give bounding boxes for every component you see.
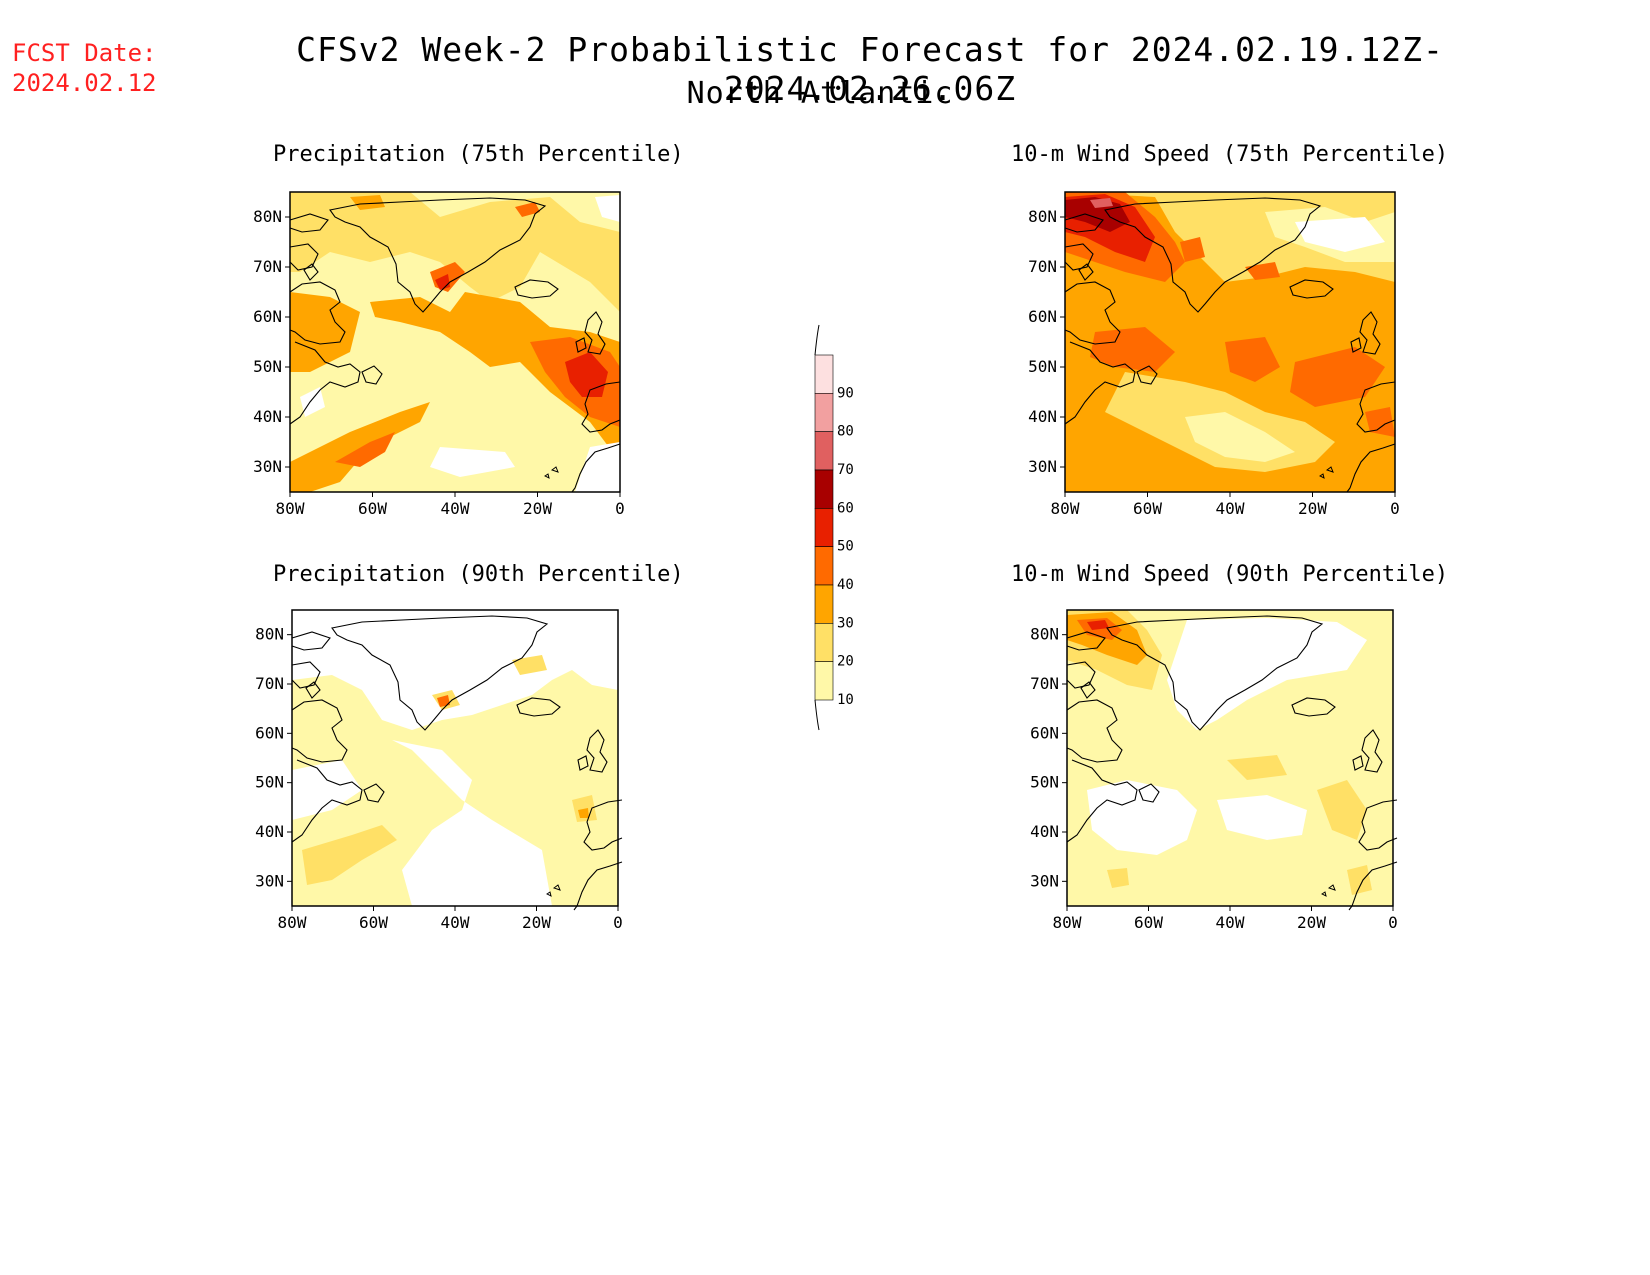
lon-tick-label: 80W (276, 499, 305, 518)
lon-tick-label: 40W (441, 913, 470, 932)
lat-tick-label: 60N (255, 723, 284, 742)
lat-tick-label: 50N (1030, 773, 1059, 792)
lon-tick-label: 20W (1298, 499, 1327, 518)
lon-tick-label: 60W (359, 913, 388, 932)
lat-tick-label: 70N (1028, 257, 1057, 276)
colorbar-bottom-cap (814, 699, 820, 731)
lon-tick-label: 40W (1216, 913, 1245, 932)
colorbar-swatch (814, 393, 834, 432)
lat-tick-label: 50N (1028, 357, 1057, 376)
lat-tick-label: 60N (253, 307, 282, 326)
lat-tick-label: 50N (253, 357, 282, 376)
lat-tick-label: 80N (1030, 625, 1059, 644)
lon-tick-label: 40W (1216, 499, 1245, 518)
panel-title-precip-90: Precipitation (90th Percentile) (273, 562, 684, 587)
lon-tick-label: 0 (1390, 499, 1400, 518)
panel-title-wind-75: 10-m Wind Speed (75th Percentile) (1011, 142, 1449, 167)
forecast-date-label: FCST Date: (12, 39, 157, 67)
lat-tick-label: 80N (1028, 207, 1057, 226)
colorbar-swatch (814, 354, 834, 394)
colorbar-label: 30 (837, 615, 854, 631)
lat-tick-label: 40N (253, 407, 282, 426)
lat-tick-label: 30N (1028, 457, 1057, 476)
lon-tick-label: 60W (1133, 499, 1162, 518)
forecast-date-value: 2024.02.12 (12, 69, 157, 97)
lat-tick-label: 60N (1030, 723, 1059, 742)
lat-tick-label: 40N (1028, 407, 1057, 426)
lat-tick-label: 30N (253, 457, 282, 476)
forecast-date: FCST Date: 2024.02.12 (12, 38, 157, 98)
axis-labels: 80N 70N 60N 50N 40N 30N 80W 60W 40W 20W 0 80N 70N 60N… (253, 207, 1400, 932)
lon-tick-label: 80W (1053, 913, 1082, 932)
colorbar-swatch (814, 508, 834, 547)
lon-tick-label: 80W (278, 913, 307, 932)
map-precip-90 (291, 609, 623, 911)
colorbar-swatch (814, 584, 834, 624)
lat-tick-label: 70N (253, 257, 282, 276)
lat-tick-label: 60N (1028, 307, 1057, 326)
colorbar-swatch (814, 661, 834, 701)
colorbar-label: 20 (837, 654, 854, 670)
page-subtitle: North Atlantic (686, 76, 954, 111)
lon-tick-label: 0 (613, 913, 623, 932)
lon-tick-label: 0 (1388, 913, 1398, 932)
lon-tick-label: 20W (523, 499, 552, 518)
lat-tick-label: 80N (253, 207, 282, 226)
lat-tick-label: 30N (1030, 871, 1059, 890)
lon-tick-label: 20W (1297, 913, 1326, 932)
colorbar-swatch (814, 623, 834, 662)
colorbar-label: 70 (837, 462, 854, 478)
map-wind-90 (1066, 609, 1398, 911)
colorbar-label: 10 (837, 692, 854, 708)
page-title: CFSv2 Week-2 Probabilistic Forecast for … (296, 30, 1444, 108)
lat-tick-label: 40N (1030, 822, 1059, 841)
colorbar-label: 60 (837, 500, 854, 516)
colorbar-swatch (814, 469, 834, 509)
colorbar-label: 50 (837, 539, 854, 555)
lon-tick-label: 20W (522, 913, 551, 932)
lat-tick-label: 40N (255, 822, 284, 841)
lat-tick-label: 80N (255, 625, 284, 644)
panel-title-wind-90: 10-m Wind Speed (90th Percentile) (1011, 562, 1449, 587)
map-precip-75 (289, 191, 621, 493)
lat-tick-label: 50N (255, 773, 284, 792)
colorbar: 90 80 70 60 50 40 30 20 10 (814, 324, 854, 731)
lon-tick-label: 60W (1134, 913, 1163, 932)
lon-tick-label: 40W (441, 499, 470, 518)
panel-title-precip-75: Precipitation (75th Percentile) (273, 142, 684, 167)
lat-tick-label: 70N (1030, 674, 1059, 693)
colorbar-label: 80 (837, 424, 854, 440)
lat-tick-label: 70N (255, 674, 284, 693)
lat-tick-label: 30N (255, 871, 284, 890)
lon-tick-label: 0 (615, 499, 625, 518)
colorbar-swatch (814, 546, 834, 586)
map-wind-75 (1064, 191, 1396, 493)
colorbar-label: 40 (837, 577, 854, 593)
colorbar-label: 90 (837, 385, 854, 401)
lon-tick-label: 60W (358, 499, 387, 518)
lon-tick-label: 80W (1051, 499, 1080, 518)
colorbar-top-cap (814, 324, 820, 356)
colorbar-swatch (814, 431, 834, 471)
